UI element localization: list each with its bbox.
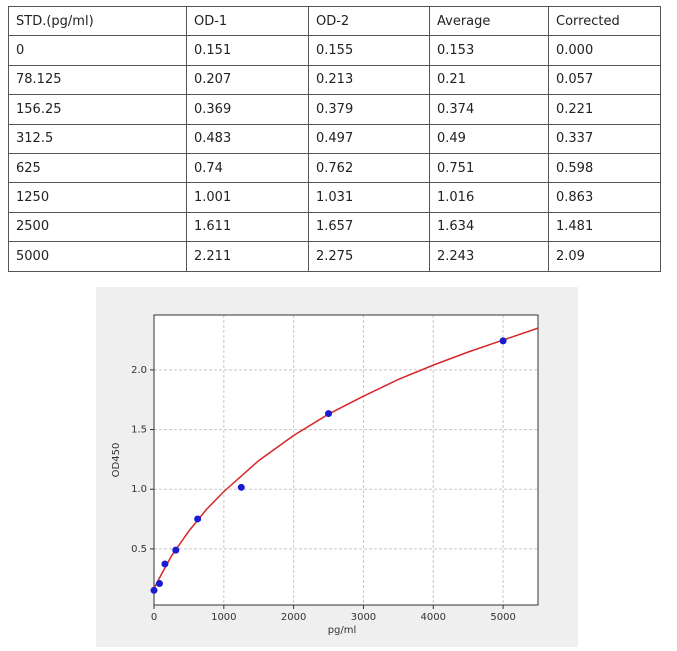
table-cell: 0.74 <box>186 152 309 184</box>
table-cell: 0.153 <box>429 35 549 66</box>
table-cell: 0.483 <box>186 123 309 154</box>
x-tick-label: 1000 <box>211 612 236 623</box>
table-row: 156.25 0.369 0.379 0.374 0.221 <box>8 94 661 125</box>
table-cell: 0.155 <box>308 35 430 66</box>
table-row: 78.125 0.207 0.213 0.21 0.057 <box>8 64 661 96</box>
table-cell: 0 <box>8 35 187 66</box>
data-point <box>325 410 333 418</box>
x-tick-label: 5000 <box>490 612 515 623</box>
x-axis-label: pg/ml <box>328 625 357 636</box>
header-row: STD.(pg/ml) OD-1 OD-2 Average Corrected <box>8 5 661 37</box>
table-cell: 0.369 <box>186 94 309 125</box>
table-row: 2500 1.611 1.657 1.634 1.481 <box>8 211 661 243</box>
data-point <box>155 580 163 588</box>
table-cell: 1.657 <box>308 211 430 243</box>
table-cell: 156.25 <box>8 94 187 125</box>
table-cell: 0.337 <box>548 123 661 154</box>
table-cell: 0.21 <box>429 64 549 96</box>
table-cell: 0.213 <box>308 64 430 96</box>
table-cell: 2.275 <box>308 241 430 272</box>
table-row: 625 0.74 0.762 0.751 0.598 <box>8 152 661 184</box>
table-cell: OD-2 <box>308 5 430 37</box>
table-cell: 2.243 <box>429 241 549 272</box>
x-tick-label: 0 <box>151 612 157 623</box>
table-cell: 0.151 <box>186 35 309 66</box>
table-cell: 0.497 <box>308 123 430 154</box>
table-cell: 2.211 <box>186 241 309 272</box>
x-tick-label: 3000 <box>351 612 376 623</box>
table-cell: 1.031 <box>308 182 430 213</box>
table-cell: Average <box>429 5 549 37</box>
x-tick-label: 4000 <box>421 612 446 623</box>
table-cell: 0.49 <box>429 123 549 154</box>
table-cell: 1250 <box>8 182 187 213</box>
table-cell: 5000 <box>8 241 187 272</box>
data-table: STD.(pg/ml) OD-1 OD-2 Average Corrected 0 0.15… <box>8 5 661 272</box>
table-cell: 0.751 <box>429 152 549 184</box>
table-cell: 1.016 <box>429 182 549 213</box>
table-row: 1250 1.001 1.031 1.016 0.863 <box>8 182 661 213</box>
table-cell: 2500 <box>8 211 187 243</box>
table-cell: 1.634 <box>429 211 549 243</box>
table-cell: STD.(pg/ml) <box>8 5 187 37</box>
data-point <box>237 483 245 491</box>
chart-panel: pg/ml OD450 0 1000 2000 3000 4000 5000 0.5 1.0 1… <box>96 287 578 647</box>
table-cell: 1.001 <box>186 182 309 213</box>
table-cell: 312.5 <box>8 123 187 154</box>
table-cell: 0.207 <box>186 64 309 96</box>
table-cell: 0.057 <box>548 64 661 96</box>
table-row: 0 0.151 0.155 0.153 0.000 <box>8 35 661 66</box>
table-cell: 0.598 <box>548 152 661 184</box>
table-cell: OD-1 <box>186 5 309 37</box>
table-row: 312.5 0.483 0.497 0.49 0.337 <box>8 123 661 154</box>
y-tick-label: 2.0 <box>131 365 147 376</box>
data-point <box>194 515 202 523</box>
y-axis-label: OD450 <box>111 443 122 478</box>
table-cell: 2.09 <box>548 241 661 272</box>
table-cell: 0.379 <box>308 94 430 125</box>
table-row: 5000 2.211 2.275 2.243 2.09 <box>8 241 661 272</box>
table-cell: 625 <box>8 152 187 184</box>
table-cell: 0.762 <box>308 152 430 184</box>
table-cell: 1.481 <box>548 211 661 243</box>
chart: pg/ml OD450 0 1000 2000 3000 4000 5000 0.5 1.0 1… <box>111 314 539 636</box>
table-cell: 0.221 <box>548 94 661 125</box>
plot-frame <box>153 314 539 606</box>
table-cell: 0.374 <box>429 94 549 125</box>
y-tick-label: 1.0 <box>131 484 147 495</box>
data-point <box>161 560 169 568</box>
table-cell: 0.000 <box>548 35 661 66</box>
table-cell: 1.611 <box>186 211 309 243</box>
x-tick-label: 2000 <box>281 612 306 623</box>
y-tick-label: 1.5 <box>131 425 147 436</box>
data-point <box>172 546 180 554</box>
data-point <box>150 586 158 594</box>
table-cell: Corrected <box>548 5 661 37</box>
table-cell: 0.863 <box>548 182 661 213</box>
table-cell: 78.125 <box>8 64 187 96</box>
data-point <box>499 337 507 345</box>
y-tick-label: 0.5 <box>131 544 147 555</box>
plot-area <box>154 315 538 605</box>
